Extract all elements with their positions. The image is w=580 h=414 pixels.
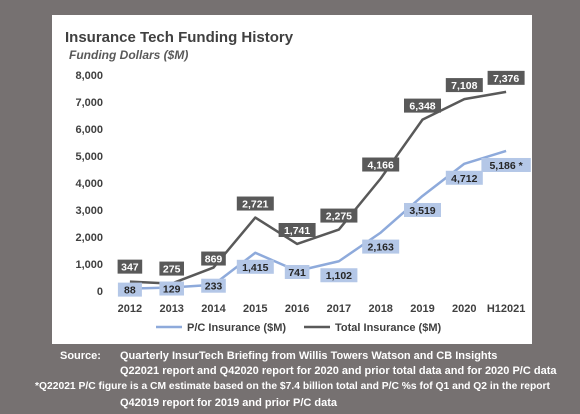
data-label-pc-box xyxy=(445,170,483,185)
data-label-pc: 88 xyxy=(117,282,142,297)
data-label-total-text: 347 xyxy=(121,262,139,274)
x-axis: 2012 2013 2014 2015 2016 2017 2018 2019 2020 H120… xyxy=(118,303,526,315)
source-label: Source: xyxy=(60,350,101,362)
data-label-pc: 3,519 xyxy=(404,202,441,217)
data-label-pc-box xyxy=(159,281,184,296)
data-label-total-text: 6,348 xyxy=(409,101,435,113)
y-tick-label: 4,000 xyxy=(75,178,103,190)
data-label-total-box xyxy=(362,157,400,172)
y-tick-label: 0 xyxy=(97,286,103,298)
chart-subtitle: Funding Dollars ($M) xyxy=(69,48,188,62)
series-line-total xyxy=(129,90,507,285)
x-tick-label: 2013 xyxy=(159,303,183,315)
data-label-pc-box xyxy=(404,202,441,217)
y-axis: 0 1,000 2,000 3,000 4,000 5,000 6,000 7,000 8,00… xyxy=(75,70,103,298)
data-label-total-text: 4,166 xyxy=(368,160,394,172)
y-tick-label: 3,000 xyxy=(75,205,103,217)
data-label-pc: 741 xyxy=(284,264,310,279)
data-label-total-box xyxy=(159,261,184,276)
data-label-pc-text: 2,163 xyxy=(368,242,394,254)
data-label-total: 1,741 xyxy=(278,222,316,237)
data-label-pc-box xyxy=(481,157,531,172)
data-label-total: 6,348 xyxy=(404,98,441,113)
data-label-total-text: 1,741 xyxy=(284,225,310,237)
source-line-2: Q22021 report and Q42020 report for 2020… xyxy=(120,365,557,377)
data-label-total-text: 7,376 xyxy=(493,73,519,85)
y-tick-label: 8,000 xyxy=(75,70,103,82)
data-label-total-box xyxy=(404,98,441,113)
data-label-total-box xyxy=(117,259,143,274)
data-label-total-text: 869 xyxy=(205,254,223,266)
source-footer: Source: Quarterly InsurTech Briefing fro… xyxy=(0,346,580,414)
x-tick-label: 2018 xyxy=(368,303,392,315)
x-tick-label: 2016 xyxy=(285,303,309,315)
footnote-line-2: Q42019 report for 2019 and prior P/C dat… xyxy=(120,397,338,409)
data-label-pc-text: 741 xyxy=(288,267,306,279)
legend-label-total: Total Insurance ($M) xyxy=(335,322,441,334)
data-label-pc-text: 129 xyxy=(163,284,181,296)
data-label-total-box xyxy=(236,196,274,211)
series-lines xyxy=(129,90,507,290)
data-label-total: 275 xyxy=(159,261,184,276)
data-label-pc-box xyxy=(236,259,274,274)
data-label-pc-text: 1,415 xyxy=(242,262,268,274)
legend-label-pc: P/C Insurance ($M) xyxy=(187,322,286,334)
y-tick-label: 1,000 xyxy=(75,259,103,271)
data-label-pc: 1,415 xyxy=(236,259,274,274)
x-tick-label: 2015 xyxy=(243,303,267,315)
data-label-total: 4,166 xyxy=(362,157,400,172)
chart-panel: Insurance Tech Funding History Funding D… xyxy=(52,15,532,344)
data-label-total-box xyxy=(320,208,358,223)
data-label-pc: 233 xyxy=(201,278,226,293)
x-tick-label: 2014 xyxy=(201,303,226,315)
data-label-pc: 1,102 xyxy=(320,268,358,283)
x-tick-label: 2020 xyxy=(452,303,476,315)
data-label-pc: 129 xyxy=(159,281,184,296)
data-label-total: 869 xyxy=(201,251,226,266)
data-label-total-box xyxy=(201,251,226,266)
data-label-total: 7,108 xyxy=(445,78,483,93)
x-tick-label: H12021 xyxy=(487,303,526,315)
data-label-total-box xyxy=(487,70,525,85)
y-tick-label: 6,000 xyxy=(75,124,103,136)
x-tick-label: 2012 xyxy=(118,303,142,315)
data-label-pc-box xyxy=(117,282,142,297)
data-label-total-text: 275 xyxy=(163,264,181,276)
data-label-total-text: 2,275 xyxy=(326,211,352,223)
x-tick-label: 2019 xyxy=(410,303,434,315)
funding-line-chart: Insurance Tech Funding History Funding D… xyxy=(65,29,531,334)
y-tick-label: 2,000 xyxy=(75,232,103,244)
data-label-pc: 4,712 xyxy=(445,170,483,185)
data-labels: 88 129 233 1,415 741 1,102 2,163 3,519 4,712 5,18… xyxy=(117,70,531,297)
data-label-pc-text: 4,712 xyxy=(451,173,477,185)
data-label-total-text: 2,721 xyxy=(242,199,268,211)
data-label-pc: 2,163 xyxy=(362,239,400,254)
data-label-pc-text: 233 xyxy=(205,281,223,293)
source-line-1: Quarterly InsurTech Briefing from Willis… xyxy=(120,350,498,362)
data-label-total: 2,275 xyxy=(320,208,358,223)
data-label-total: 7,376 xyxy=(487,70,525,85)
data-label-pc-box xyxy=(320,268,358,283)
data-label-total-box xyxy=(278,222,316,237)
data-label-pc-box xyxy=(284,264,310,279)
data-label-total: 2,721 xyxy=(236,196,274,211)
data-label-pc-text: 1,102 xyxy=(326,270,352,282)
chart-title: Insurance Tech Funding History xyxy=(65,29,294,46)
data-label-pc-box xyxy=(201,278,226,293)
y-tick-label: 7,000 xyxy=(75,97,103,109)
data-label-pc-text: 3,519 xyxy=(409,205,435,217)
x-tick-label: 2017 xyxy=(327,303,351,315)
data-label-pc-text: 5,186 * xyxy=(489,160,523,172)
series-line-pc xyxy=(129,149,507,290)
data-label-total-text: 7,108 xyxy=(451,80,477,92)
data-label-pc-text: 88 xyxy=(124,285,136,297)
footnote-line-1: *Q22021 P/C figure is a CM estimate base… xyxy=(35,381,550,392)
legend: P/C Insurance ($M) Total Insurance ($M) xyxy=(156,322,441,334)
data-label-pc-box xyxy=(362,239,400,254)
y-tick-label: 5,000 xyxy=(75,151,103,163)
data-label-total-box xyxy=(445,78,483,93)
data-label-total: 347 xyxy=(117,259,143,274)
data-label-pc: 5,186 * xyxy=(481,157,531,172)
